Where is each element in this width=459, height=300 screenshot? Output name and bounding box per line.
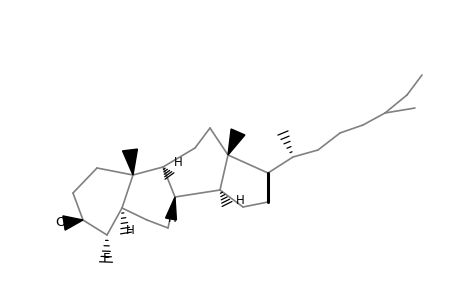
Text: O: O [55, 215, 65, 229]
Polygon shape [165, 197, 176, 220]
Polygon shape [228, 129, 244, 155]
Text: H: H [173, 155, 182, 169]
Text: H: H [235, 194, 244, 206]
Text: H: H [125, 224, 134, 236]
Polygon shape [122, 149, 137, 175]
Text: H: H [167, 212, 176, 224]
Polygon shape [63, 216, 83, 230]
Text: F: F [103, 251, 111, 265]
